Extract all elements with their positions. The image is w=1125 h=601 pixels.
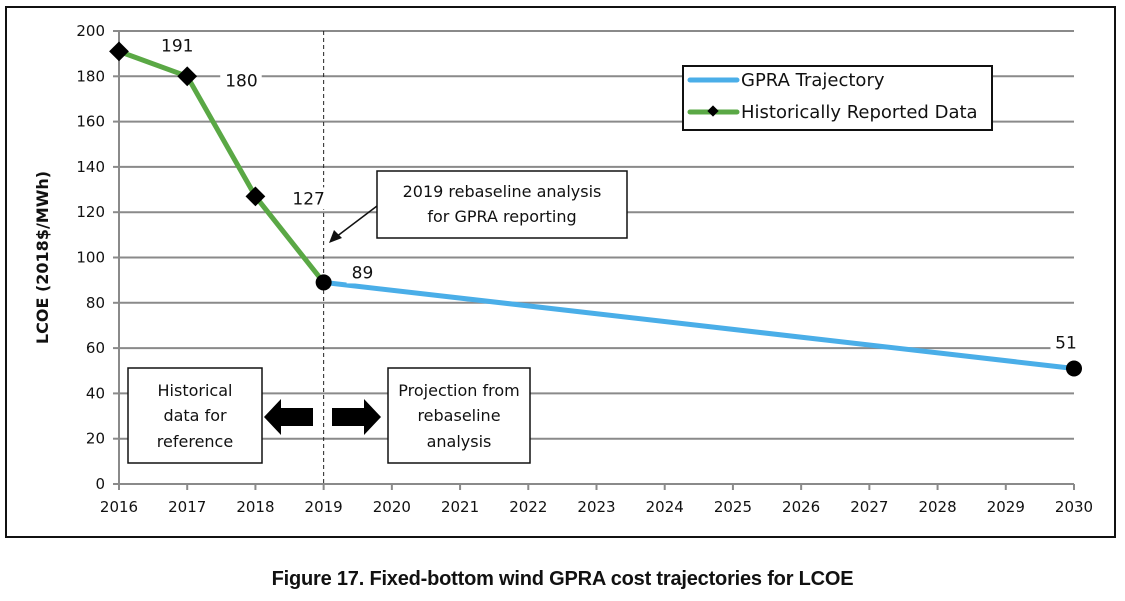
x-tick-label: 2022 <box>509 498 547 516</box>
y-tick-label: 200 <box>76 22 105 40</box>
y-tick-label: 60 <box>86 339 105 357</box>
x-tick-label: 2017 <box>168 498 206 516</box>
data-point-diamond <box>109 41 129 62</box>
x-tick-label: 2016 <box>100 498 138 516</box>
data-label-bg <box>156 34 198 57</box>
x-tick-label: 2030 <box>1055 498 1093 516</box>
x-tick-label: 2019 <box>305 498 343 516</box>
legend-gpra-label: GPRA Trajectory <box>741 70 885 91</box>
series <box>109 41 1082 377</box>
series-line-historical <box>116 48 327 285</box>
projection-note-line3: analysis <box>427 432 492 451</box>
series-line-gpra <box>321 279 1077 371</box>
y-tick-label: 180 <box>76 67 105 85</box>
x-tick-label: 2025 <box>714 498 752 516</box>
x-tick-label: 2029 <box>987 498 1025 516</box>
rebaseline-note-box <box>376 170 628 239</box>
data-point-circle <box>315 274 332 291</box>
data-label: 191 <box>161 36 193 56</box>
y-tick-label: 160 <box>76 113 105 131</box>
rebaseline-note-line2: for GPRA reporting <box>427 207 576 226</box>
historical-note-box <box>127 367 263 464</box>
data-label: 180 <box>225 71 257 91</box>
y-tick-label: 80 <box>86 294 105 312</box>
data-label-bg <box>1050 331 1082 354</box>
figure-caption: Figure 17. Fixed-bottom wind GPRA cost t… <box>271 568 854 590</box>
rebaseline-note-line1: 2019 rebaseline analysis <box>403 182 602 201</box>
data-label: 127 <box>292 189 324 209</box>
annotation-arrowhead-icon <box>329 230 342 243</box>
data-label-bg <box>346 261 378 284</box>
x-tick-label: 2028 <box>918 498 956 516</box>
axes: 0 20 40 60 80 100 120 140 160 180 200 2016 2017 2018 2… <box>76 22 1093 516</box>
x-tick-label: 2021 <box>441 498 479 516</box>
legend-historical-label: Historically Reported Data <box>741 102 978 123</box>
annotation-arrow-line <box>335 205 378 238</box>
projection-note-line2: rebaseline <box>417 406 500 425</box>
x-tick-label: 2023 <box>577 498 615 516</box>
projection-note-line1: Projection from <box>398 381 519 400</box>
data-labels: 191 180 127 89 51 <box>156 34 1082 354</box>
historical-note-line2: data for <box>163 406 227 425</box>
y-tick-label: 100 <box>76 249 105 267</box>
historical-annotation: Historical data for reference <box>127 367 263 464</box>
historical-note-line1: Historical <box>158 381 233 400</box>
projection-annotation: Projection from rebaseline analysis <box>387 367 531 464</box>
y-axis-label: LCOE (2018$/MWh) <box>33 171 52 344</box>
arrow-left-icon <box>264 399 313 435</box>
projection-note-box <box>387 367 531 464</box>
chart-frame <box>5 6 1116 538</box>
x-tick-label: 2026 <box>782 498 820 516</box>
data-point-circle <box>1066 360 1082 377</box>
x-tick-label: 2018 <box>236 498 274 516</box>
y-tick-label: 120 <box>76 203 105 221</box>
x-tick-label: 2024 <box>646 498 684 516</box>
arrow-right-icon <box>332 399 381 435</box>
y-tick-label: 40 <box>86 384 105 402</box>
data-label-bg <box>287 187 329 210</box>
historical-note-line3: reference <box>157 432 233 451</box>
x-tick-label: 2027 <box>850 498 888 516</box>
legend: GPRA Trajectory Historically Reported Da… <box>682 65 993 131</box>
data-label: 89 <box>352 263 374 283</box>
x-tick-label: 2020 <box>373 498 411 516</box>
data-label-bg <box>220 69 262 92</box>
chart: 0 20 40 60 80 100 120 140 160 180 200 2016 2017 2018 2… <box>33 22 1093 516</box>
y-tick-label: 140 <box>76 158 105 176</box>
data-point-diamond <box>245 186 266 207</box>
y-tick-label: 20 <box>86 430 105 448</box>
data-label: 51 <box>1055 333 1077 353</box>
y-tick-label: 0 <box>95 475 105 493</box>
rebaseline-annotation: 2019 rebaseline analysis for GPRA report… <box>329 170 628 243</box>
legend-box <box>682 65 993 131</box>
data-point-diamond <box>177 66 198 87</box>
